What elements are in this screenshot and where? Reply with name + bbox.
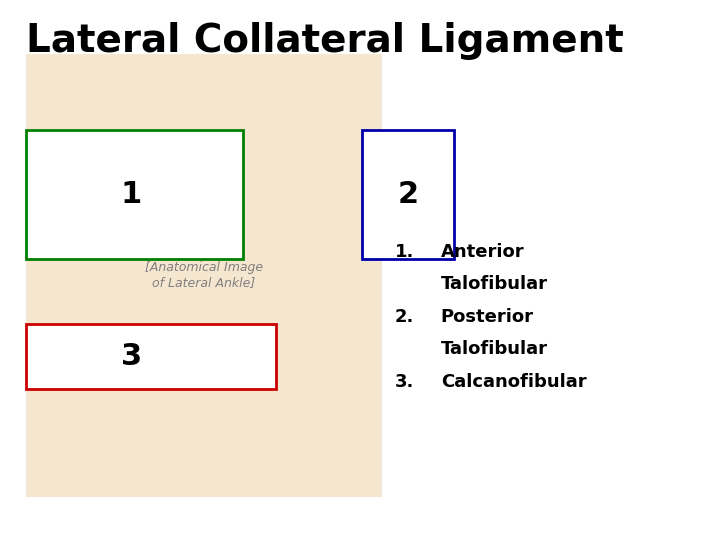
Text: Talofibular: Talofibular	[441, 275, 548, 293]
Text: [Anatomical Image
of Lateral Ankle]: [Anatomical Image of Lateral Ankle]	[145, 261, 263, 289]
Bar	[362, 130, 454, 259]
Text: 3.: 3.	[395, 373, 414, 390]
Text: 1.: 1.	[395, 243, 414, 261]
Text: Posterior: Posterior	[441, 308, 534, 326]
Text: 2.: 2.	[395, 308, 414, 326]
Text: 3: 3	[121, 342, 142, 371]
Text: 1: 1	[121, 180, 143, 209]
Text: Calcanofibular: Calcanofibular	[441, 373, 586, 390]
Text: 2: 2	[397, 180, 418, 209]
Text: Anterior: Anterior	[441, 243, 524, 261]
Bar	[27, 324, 276, 389]
Bar	[27, 54, 382, 497]
Bar	[27, 130, 243, 259]
Text: Lateral Collateral Ligament: Lateral Collateral Ligament	[27, 22, 624, 59]
Text: Talofibular: Talofibular	[441, 340, 548, 358]
